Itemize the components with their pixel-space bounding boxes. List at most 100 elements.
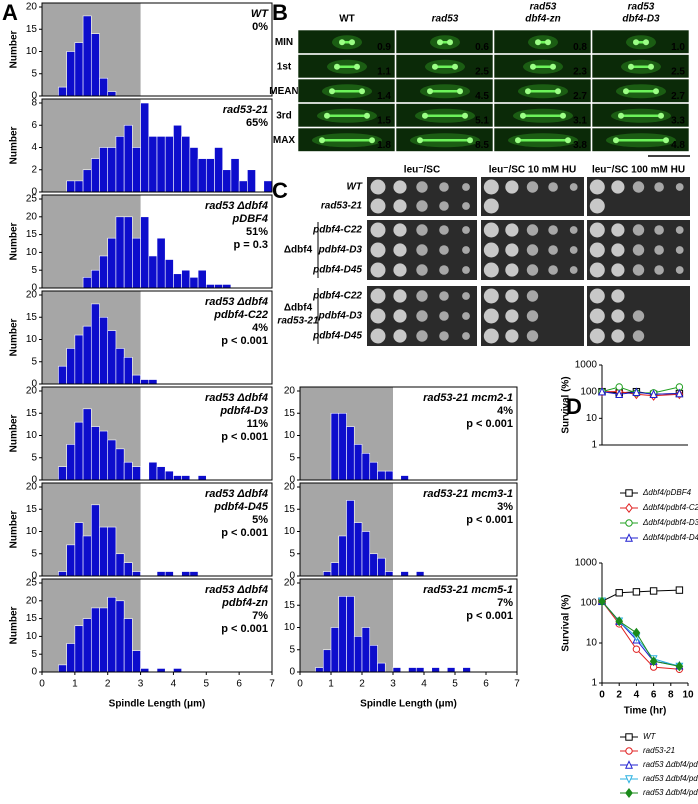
pole <box>339 39 345 46</box>
x-tick-label: 4 <box>171 679 177 690</box>
plot-frame <box>41 578 273 673</box>
row-label: MAX <box>273 135 296 146</box>
bar <box>115 348 125 385</box>
length-value: 3.1 <box>573 116 587 127</box>
bar <box>322 649 332 673</box>
bar <box>66 348 76 385</box>
row-label: 1st <box>277 61 292 72</box>
pole <box>643 39 649 46</box>
spot <box>483 328 499 344</box>
spot <box>505 263 519 277</box>
bar <box>330 627 340 673</box>
bar <box>189 571 199 577</box>
bar <box>82 169 92 193</box>
bar <box>148 461 158 481</box>
bar <box>123 124 133 193</box>
spot <box>569 226 578 234</box>
pole <box>364 112 370 119</box>
y-tick-label: 15 <box>284 600 296 611</box>
bar <box>90 33 100 97</box>
y-tick-label: 2 <box>31 164 37 175</box>
x-tick-label: 0 <box>39 679 45 690</box>
bar <box>140 668 150 673</box>
y-tick-label: 4 <box>31 142 37 153</box>
bar <box>74 180 84 193</box>
pole <box>658 112 664 119</box>
y-tick-label: 0 <box>31 283 37 294</box>
bar <box>66 444 76 481</box>
marker <box>615 616 624 627</box>
strain-label: pdbf4-C22 <box>312 225 362 236</box>
y-tick-label: 0 <box>31 667 37 678</box>
spot <box>589 242 605 258</box>
legend-label: Δdbf4/pdbf4-D3 <box>642 518 698 527</box>
bar <box>107 91 117 97</box>
spot <box>416 181 428 193</box>
pole <box>452 63 458 70</box>
bar <box>82 618 92 673</box>
bar <box>115 600 125 673</box>
bar <box>384 470 394 481</box>
spot <box>416 224 428 236</box>
marker <box>649 587 658 595</box>
pole <box>663 137 669 144</box>
spot <box>462 332 470 340</box>
spot <box>416 310 428 322</box>
y-tick-label: 5 <box>31 356 37 367</box>
y-axis-label: Number <box>9 31 20 69</box>
y-tick-label: 25 <box>26 578 38 589</box>
bar <box>197 158 207 193</box>
x-tick-label: 1 <box>72 679 78 690</box>
bar <box>346 596 355 673</box>
bar <box>99 607 109 673</box>
y-tick-label: 0 <box>31 379 37 390</box>
annotation: 4% <box>252 322 268 334</box>
bar <box>107 330 117 385</box>
panel-letter: B <box>272 0 288 25</box>
plot-frame <box>41 386 273 481</box>
marker <box>625 775 633 784</box>
annotation: 11% <box>247 418 269 430</box>
legend-label: Δdbf4/pDBF4 <box>642 488 692 497</box>
spot <box>526 264 539 276</box>
bar <box>189 277 199 289</box>
pole <box>535 39 541 46</box>
pole <box>633 39 639 46</box>
length-value: 1.0 <box>671 42 685 53</box>
y-axis-label: Number <box>9 127 20 165</box>
spot <box>393 289 407 303</box>
bar <box>90 158 100 193</box>
bar <box>315 667 324 673</box>
chart-title: pdbf4-C22 <box>213 309 268 321</box>
bar <box>99 430 109 481</box>
bar <box>408 667 417 673</box>
spot <box>462 183 470 191</box>
spot <box>393 199 407 213</box>
spot <box>526 244 539 256</box>
panel-letter: C <box>272 178 288 203</box>
series-line <box>601 601 680 667</box>
annotation: p < 0.001 <box>221 335 268 347</box>
chart-title: rad53 Δdbf4 <box>205 584 268 596</box>
spot <box>393 263 407 277</box>
bar <box>431 667 440 673</box>
plot-frame <box>41 482 273 577</box>
pole <box>515 137 521 144</box>
bar <box>377 470 386 481</box>
bar <box>107 526 117 577</box>
spot <box>439 182 449 192</box>
spot <box>370 242 386 258</box>
bar <box>238 180 248 193</box>
marker <box>598 596 606 607</box>
spot <box>370 308 386 324</box>
length-value: 1.8 <box>377 140 391 151</box>
bar <box>181 475 191 481</box>
bar <box>82 325 92 385</box>
spot <box>654 225 664 235</box>
bar <box>90 426 100 481</box>
bar <box>58 466 67 481</box>
spot <box>483 198 499 214</box>
plate-header: leu⁻/SC <box>404 165 440 176</box>
spot <box>526 224 539 236</box>
